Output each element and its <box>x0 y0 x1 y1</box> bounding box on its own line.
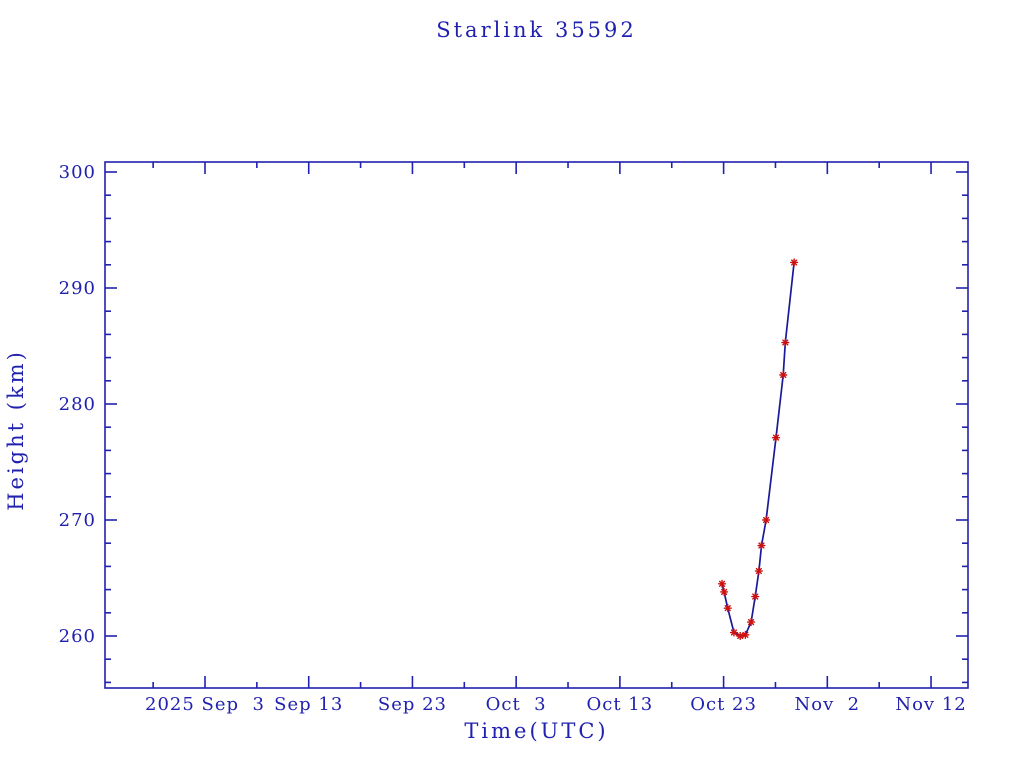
marker-stroke <box>724 605 731 612</box>
data-point-marker <box>720 587 729 597</box>
marker-stroke <box>791 259 798 266</box>
y-tick-label: 300 <box>59 162 96 183</box>
marker-stroke <box>758 542 765 549</box>
marker-stroke <box>742 631 749 638</box>
x-tick-label: Nov 2 <box>794 694 860 715</box>
data-point-marker <box>736 631 745 641</box>
data-point-marker <box>762 515 771 525</box>
x-tick-label: Nov 12 <box>895 694 966 715</box>
x-tick-label: Sep 13 <box>274 694 343 715</box>
x-tick-label: Oct 3 <box>486 694 547 715</box>
marker-stroke <box>772 434 780 441</box>
data-point-marker <box>729 628 739 637</box>
x-tick-label: Oct 13 <box>587 694 654 715</box>
y-axis-title: Height (km) <box>4 349 28 511</box>
marker-stroke <box>782 339 789 346</box>
x-tick-label: 2025 Sep 3 <box>145 694 265 715</box>
marker-stroke <box>755 567 762 575</box>
x-tick-label: Sep 23 <box>378 694 447 715</box>
data-point-marker <box>771 433 781 442</box>
data-point-marker <box>746 617 756 627</box>
x-tick-label: Oct 23 <box>690 694 757 715</box>
data-point-marker <box>723 604 732 613</box>
plot-frame <box>104 161 969 689</box>
data-point-marker <box>781 338 790 347</box>
marker-stroke <box>747 618 755 626</box>
marker-stroke <box>752 593 759 600</box>
marker-stroke <box>780 371 787 379</box>
data-point-marker <box>757 541 766 550</box>
chart-title: Starlink 35592 <box>436 18 637 42</box>
data-point-marker <box>717 579 727 588</box>
y-tick-label: 260 <box>59 626 96 647</box>
x-axis-title: Time(UTC) <box>464 719 609 743</box>
y-tick-label: 290 <box>59 278 96 299</box>
y-tick-label: 280 <box>59 394 96 415</box>
data-line <box>721 262 795 637</box>
data-point-marker <box>751 592 760 601</box>
data-point-marker <box>790 258 799 267</box>
marker-stroke <box>721 588 728 596</box>
data-point-marker <box>754 566 763 576</box>
marker-stroke <box>730 629 738 636</box>
marker-stroke <box>718 580 726 587</box>
marker-stroke <box>763 516 770 524</box>
y-tick-label: 270 <box>59 510 96 531</box>
data-point-marker <box>779 370 788 380</box>
data-point-marker <box>741 630 750 639</box>
